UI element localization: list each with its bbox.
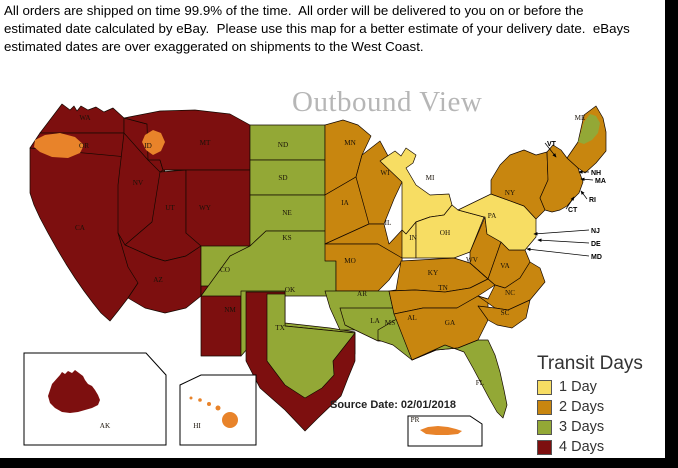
svg-text:CT: CT	[568, 207, 578, 214]
svg-text:MI: MI	[426, 174, 435, 182]
svg-text:MD: MD	[591, 254, 602, 261]
svg-text:NH: NH	[591, 170, 601, 177]
svg-text:Source Date: 02/01/2018: Source Date: 02/01/2018	[330, 399, 456, 411]
svg-text:RI: RI	[589, 197, 596, 204]
svg-text:VT: VT	[547, 141, 557, 148]
svg-text:NJ: NJ	[591, 228, 600, 235]
svg-text:MA: MA	[595, 178, 606, 185]
svg-text:DE: DE	[591, 241, 601, 248]
